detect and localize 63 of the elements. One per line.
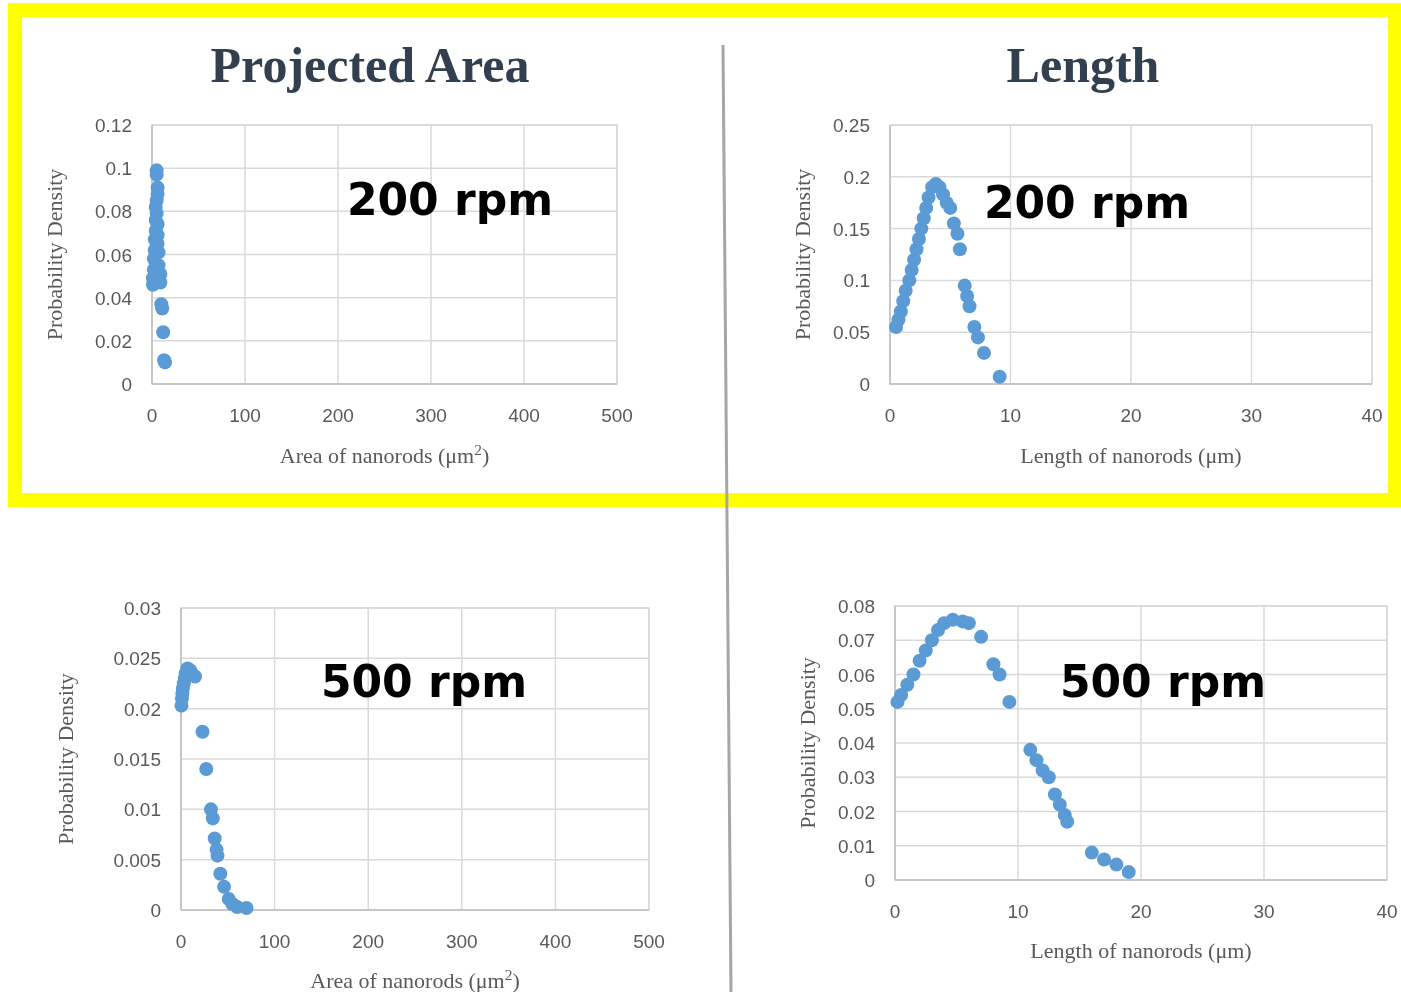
- y-tick-label: 0.08: [95, 201, 132, 223]
- y-axis-title: Probability Density: [53, 673, 78, 845]
- y-tick-label: 0.02: [124, 698, 161, 720]
- annotation: 200 rpm: [346, 174, 554, 225]
- y-tick-label: 0.05: [833, 322, 870, 344]
- y-tick-label: 0.05: [838, 698, 875, 720]
- x-axis-title: Area of nanorods (μm$^{2}$): [310, 965, 520, 992]
- y-tick-label: 0.01: [124, 799, 161, 821]
- y-tick-label: 0.15: [833, 218, 870, 240]
- annotation: 500 rpm: [320, 656, 528, 707]
- y-tick-label: 0.06: [838, 664, 875, 686]
- x-tick-label: 0: [175, 931, 187, 952]
- y-tick-label: 0.25: [833, 115, 870, 136]
- y-tick-label: 0.015: [113, 749, 161, 770]
- y-tick-label: 0.02: [95, 330, 132, 352]
- x-axis-title: Area of nanorods (μm$^{2}$): [279, 440, 490, 468]
- y-tick-label: 0.005: [113, 849, 161, 871]
- chart-title: Projected Area: [210, 37, 530, 93]
- x-tick-label: 100: [258, 931, 291, 952]
- y-tick-label: 0.03: [838, 767, 875, 789]
- x-tick-label: 100: [229, 405, 261, 426]
- x-axis-title: Length of nanorods (μm): [1020, 443, 1242, 468]
- x-tick-label: 200: [352, 931, 385, 952]
- x-tick-label: 200: [322, 405, 354, 426]
- y-tick-label: 0.07: [838, 630, 875, 652]
- x-tick-label: 10: [1007, 901, 1029, 922]
- x-tick-label: 300: [445, 931, 478, 952]
- x-tick-label: 20: [1130, 901, 1152, 922]
- x-tick-label: 30: [1253, 901, 1275, 922]
- x-tick-label: 40: [1361, 405, 1383, 426]
- y-tick-label: 0.12: [95, 115, 132, 136]
- x-tick-label: 400: [539, 931, 572, 952]
- y-tick-label: 0.01: [838, 835, 875, 857]
- x-axis-title: Length of nanorods (μm): [1030, 938, 1252, 963]
- x-tick-label: 20: [1120, 405, 1142, 426]
- x-tick-label: 0: [884, 405, 896, 426]
- annotation: 200 rpm: [983, 177, 1191, 228]
- chart-title: Length: [1006, 37, 1160, 93]
- annotation: 500 rpm: [1059, 656, 1267, 707]
- x-tick-label: 0: [889, 901, 901, 922]
- y-axis-title: Probability Density: [42, 168, 67, 341]
- y-tick-label: 0.06: [95, 244, 132, 266]
- x-tick-label: 300: [415, 405, 447, 426]
- x-tick-label: 500: [633, 931, 665, 952]
- y-axis-title: Probability Density: [790, 168, 815, 341]
- y-tick-label: 0: [859, 374, 870, 395]
- y-tick-label: 0.2: [843, 166, 870, 188]
- y-tick-label: 0.1: [105, 158, 132, 180]
- x-tick-label: 500: [601, 405, 633, 426]
- x-tick-label: 40: [1376, 901, 1398, 922]
- y-tick-label: 0.04: [838, 733, 876, 754]
- y-tick-label: 0.1: [843, 270, 870, 292]
- y-axis-title: Probability Density: [795, 657, 820, 829]
- y-tick-label: 0.025: [113, 648, 161, 670]
- x-tick-label: 400: [508, 405, 540, 426]
- y-tick-label: 0.03: [124, 598, 161, 619]
- y-tick-label: 0: [864, 870, 875, 891]
- x-tick-label: 30: [1240, 405, 1263, 426]
- y-tick-label: 0.02: [838, 801, 875, 823]
- x-tick-label: 10: [999, 405, 1022, 426]
- y-tick-label: 0.04: [95, 287, 133, 309]
- y-tick-label: 0: [121, 374, 132, 395]
- y-tick-label: 0.08: [838, 596, 875, 617]
